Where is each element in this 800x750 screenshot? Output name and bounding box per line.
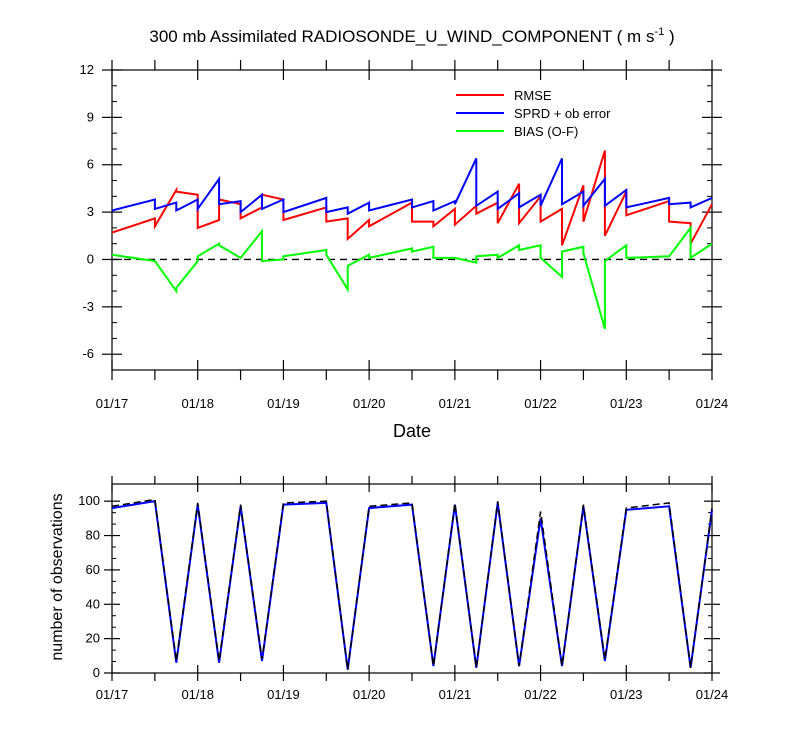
x-tick-label: 01/18 xyxy=(181,687,214,702)
y-tick-label: 0 xyxy=(93,665,100,680)
x-tick-label: 01/20 xyxy=(353,396,386,411)
title-close: ) xyxy=(664,27,674,46)
y-tick-label: -6 xyxy=(82,346,94,361)
series-line-1 xyxy=(111,157,713,216)
y-tick-label: -3 xyxy=(82,299,94,314)
x-tick-label: 01/21 xyxy=(439,396,472,411)
x-tick-label: 01/17 xyxy=(96,396,129,411)
y-tick-label: 6 xyxy=(87,157,94,172)
legend-label-1: SPRD + ob error xyxy=(514,106,611,121)
series-line-0 xyxy=(111,150,713,246)
x-tick-label: 01/22 xyxy=(524,687,557,702)
title-superscript: -1 xyxy=(654,26,664,38)
x-tick-label: 01/21 xyxy=(439,687,472,702)
y-tick-label: 40 xyxy=(86,596,100,611)
y-tick-label: 9 xyxy=(87,109,94,124)
series-line-1 xyxy=(111,498,713,670)
series-line-2 xyxy=(111,224,713,330)
x-tick-label: 01/20 xyxy=(353,687,386,702)
y-tick-label: 80 xyxy=(86,528,100,543)
x-tick-label: 01/19 xyxy=(267,396,300,411)
x-tick-label: 01/23 xyxy=(610,396,643,411)
chart-title: 300 mb Assimilated RADIOSONDE_U_WIND_COM… xyxy=(149,26,674,46)
series-line-0 xyxy=(111,500,713,670)
y-tick-label: 0 xyxy=(87,251,94,266)
x-tick-label: 01/17 xyxy=(96,687,129,702)
x-tick-label: 01/19 xyxy=(267,687,300,702)
bottom-y-axis-label: number of observations xyxy=(49,493,66,660)
x-tick-label: 01/24 xyxy=(696,396,729,411)
x-tick-label: 01/24 xyxy=(696,687,729,702)
x-tick-label: 01/23 xyxy=(610,687,643,702)
y-tick-label: 12 xyxy=(80,62,94,77)
observation-count-plot: 01/17 01/18 01/19 01/20 01/21 01/22 01/23 01/24… xyxy=(78,476,728,702)
y-tick-label: 100 xyxy=(78,493,100,508)
x-tick-label: 01/22 xyxy=(524,396,557,411)
y-tick-label: 20 xyxy=(86,631,100,646)
rmse-spread-bias-plot: 01/17 01/18 01/19 01/20 01/21 01/22 01/23 01/24… xyxy=(80,60,729,411)
legend-label-0: RMSE xyxy=(514,88,552,103)
top-x-axis-label: Date xyxy=(393,421,431,441)
plot-frame xyxy=(111,483,713,674)
y-tick-label: 60 xyxy=(86,562,100,577)
legend-label-2: BIAS (O-F) xyxy=(514,124,578,139)
y-tick-label: 3 xyxy=(87,204,94,219)
x-tick-label: 01/18 xyxy=(181,396,214,411)
